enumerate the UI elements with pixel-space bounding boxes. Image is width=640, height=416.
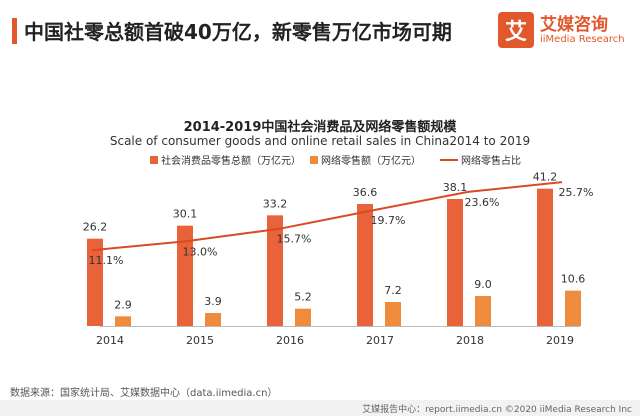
header-accent-bar bbox=[12, 18, 17, 44]
x-tick-label: 2019 bbox=[546, 334, 574, 347]
footer-bar bbox=[0, 400, 640, 416]
legend-item-online-share: 网络零售占比 bbox=[440, 152, 521, 167]
x-tick-label: 2016 bbox=[276, 334, 304, 347]
x-tick-label: 2015 bbox=[186, 334, 214, 347]
data-label-retail-total: 38.1 bbox=[443, 181, 468, 194]
header: 中国社零总额首破40万亿，新零售万亿市场可期 艾 艾媒咨询 iiMedia Re… bbox=[0, 0, 640, 64]
data-label-online-retail: 10.6 bbox=[561, 273, 586, 286]
data-label-online-share: 19.7% bbox=[371, 214, 406, 227]
chart-subtitle: Scale of consumer goods and online retai… bbox=[109, 134, 531, 148]
data-label-online-retail: 2.9 bbox=[114, 298, 132, 311]
legend-swatch-online-retail bbox=[310, 155, 318, 164]
brand-name-en: iiMedia Research bbox=[540, 34, 625, 45]
bar-retail-total bbox=[447, 199, 463, 326]
legend-swatch-retail-total bbox=[150, 155, 158, 164]
bar-online-retail bbox=[115, 316, 131, 326]
data-label-online-share: 13.0% bbox=[183, 245, 218, 258]
data-label-online-share: 25.7% bbox=[559, 186, 594, 199]
data-label-online-retail: 5.2 bbox=[294, 291, 312, 304]
data-label-online-retail: 3.9 bbox=[204, 295, 222, 308]
bar-retail-total bbox=[357, 204, 373, 326]
chart-legend: 社会消费品零售总额（万亿元） 网络零售额（万亿元） 网络零售占比 bbox=[150, 152, 590, 168]
legend-label-retail-total: 社会消费品零售总额（万亿元） bbox=[161, 156, 301, 167]
x-tick-label: 2018 bbox=[456, 334, 484, 347]
legend-label-online-retail: 网络零售额（万亿元） bbox=[321, 156, 421, 167]
chart-title: 2014-2019中国社会消费品及网络零售额规模 bbox=[183, 120, 457, 135]
bar-online-retail bbox=[295, 308, 311, 326]
x-tick-label: 2017 bbox=[366, 334, 394, 347]
page-title: 中国社零总额首破40万亿，新零售万亿市场可期 bbox=[24, 20, 452, 44]
data-source-note: 数据来源：国家统计局、艾媒数据中心（data.iimedia.cn） bbox=[10, 388, 278, 399]
bar-retail-total bbox=[537, 188, 553, 326]
legend-item-retail-total: 社会消费品零售总额（万亿元） bbox=[150, 152, 301, 167]
data-label-online-share: 23.6% bbox=[465, 196, 500, 209]
bar-online-retail bbox=[475, 296, 491, 326]
data-label-retail-total: 41.2 bbox=[533, 171, 558, 184]
legend-line-online-share bbox=[440, 158, 458, 161]
data-label-retail-total: 26.2 bbox=[83, 221, 108, 234]
data-label-retail-total: 30.1 bbox=[173, 208, 198, 221]
bar-retail-total bbox=[87, 238, 103, 326]
x-tick-label: 2014 bbox=[96, 334, 124, 347]
data-label-online-retail: 9.0 bbox=[474, 278, 492, 291]
brand: 艾 艾媒咨询 iiMedia Research bbox=[498, 10, 628, 54]
legend-label-online-share: 网络零售占比 bbox=[461, 156, 521, 167]
series-line-online-share bbox=[91, 181, 563, 252]
legend-item-online-retail: 网络零售额（万亿元） bbox=[310, 152, 421, 167]
footer-credit: 艾媒报告中心：report.iimedia.cn ©2020 iiMedia R… bbox=[362, 405, 632, 415]
brand-name-cn: 艾媒咨询 bbox=[540, 15, 608, 35]
bar-online-retail bbox=[565, 290, 581, 326]
bar-online-retail bbox=[205, 313, 221, 326]
data-label-retail-total: 36.6 bbox=[353, 186, 378, 199]
bar-retail-total bbox=[267, 215, 283, 326]
data-label-online-share: 15.7% bbox=[277, 233, 312, 246]
data-label-retail-total: 33.2 bbox=[263, 197, 288, 210]
bar-online-retail bbox=[385, 302, 401, 326]
data-label-online-retail: 7.2 bbox=[384, 284, 402, 297]
data-label-online-share: 11.1% bbox=[89, 254, 124, 267]
bar-retail-total bbox=[177, 225, 193, 326]
brand-logo: 艾 bbox=[498, 12, 534, 48]
